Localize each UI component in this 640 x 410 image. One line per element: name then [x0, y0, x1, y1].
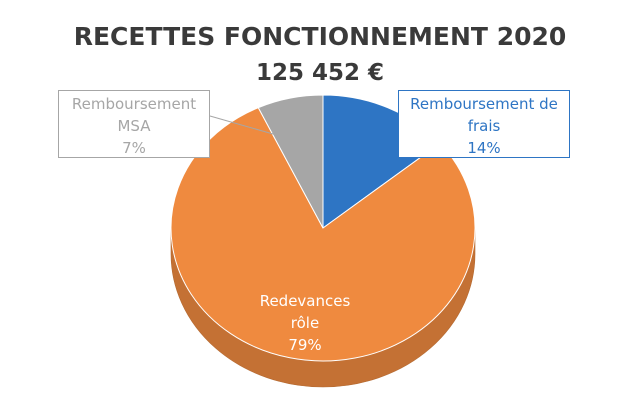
value-label: 7%	[122, 139, 146, 157]
chart-subtitle: 125 452 €	[255, 60, 385, 86]
pie-slice	[257, 94, 324, 229]
pie-slice	[170, 107, 476, 362]
data-label: Redevances rôle 79%	[250, 288, 360, 358]
leader-line	[209, 115, 281, 137]
data-label: Remboursement de frais 14%	[398, 90, 570, 158]
category-label: Remboursement MSA	[71, 95, 197, 135]
data-label: Remboursement MSA 7%	[58, 90, 210, 158]
value-label: 79%	[288, 336, 322, 354]
chart-title: RECETTES FONCTIONNEMENT 2020	[73, 22, 567, 51]
category-label: Redevances rôle	[259, 292, 351, 332]
category-label: Remboursement de frais	[410, 95, 558, 135]
value-label: 14%	[467, 139, 501, 157]
